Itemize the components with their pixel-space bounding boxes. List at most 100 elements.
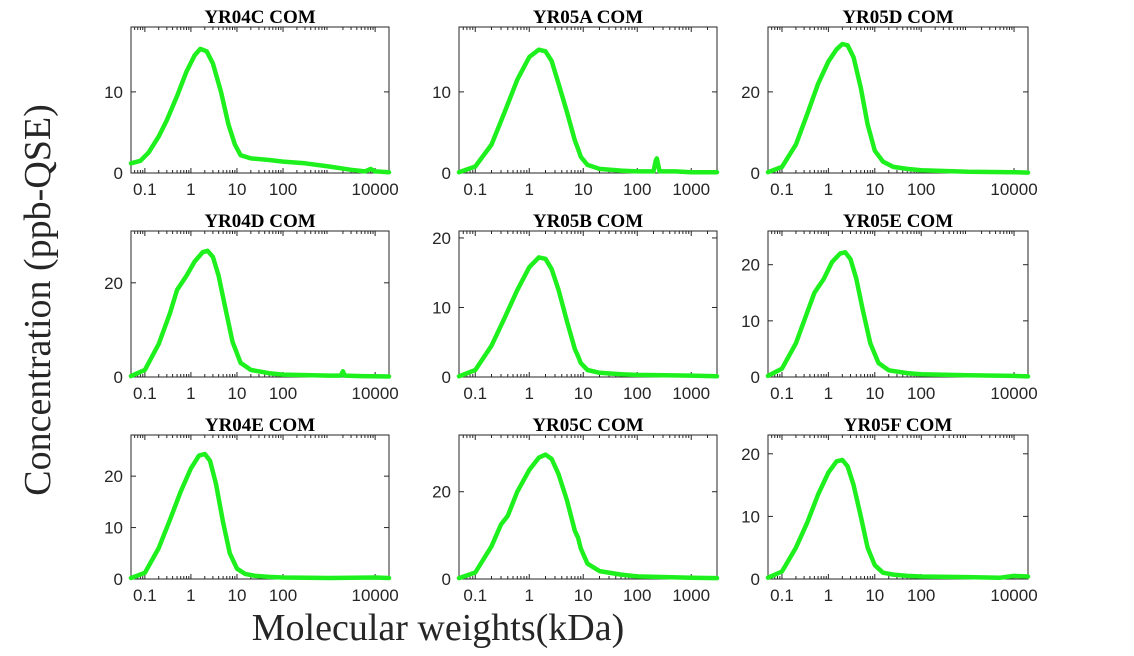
x-tick-label: 0.1 — [133, 384, 157, 403]
x-tick-label: 10000 — [990, 384, 1037, 403]
x-tick-label: 0.1 — [770, 180, 794, 199]
y-tick-label: 0 — [442, 570, 451, 589]
x-tick-label: 10 — [574, 180, 593, 199]
panel: YR05D COM 0.1 1 10 100 10000 0 20 — [741, 7, 1038, 199]
panel-title: YR04C COM — [204, 7, 315, 28]
panel: YR05F COM 0.1 1 10 100 10000 0 10 20 — [741, 415, 1038, 605]
x-tick-label: 10000 — [990, 180, 1037, 199]
x-tick-label: 0.1 — [770, 384, 794, 403]
y-tick-label: 10 — [104, 83, 123, 102]
panel: YR05E COM 0.1 1 10 100 10000 0 10 20 — [741, 211, 1038, 403]
panel: YR04C COM 0.1 1 10 100 10000 0 10 — [104, 7, 399, 199]
x-tick-label: 100 — [269, 586, 297, 605]
y-tick-label: 20 — [432, 483, 451, 502]
panel-title: YR05B COM — [533, 211, 643, 232]
x-tick-label: 10 — [865, 180, 884, 199]
x-tick-label: 100 — [907, 180, 935, 199]
series-line — [456, 452, 720, 581]
y-tick-label: 10 — [432, 83, 451, 102]
x-tick-label: 0.1 — [463, 586, 487, 605]
series-line — [128, 451, 392, 581]
y-tick-label: 10 — [104, 519, 123, 538]
x-tick-label: 1 — [186, 586, 195, 605]
x-tick-label: 1 — [824, 180, 833, 199]
axes-box — [130, 230, 390, 378]
figure-xlabel: Molecular weights(kDa) — [252, 607, 625, 649]
axes-box — [767, 230, 1029, 378]
panel: YR04D COM 0.1 1 10 100 10000 0 20 — [104, 211, 399, 403]
axes-box — [130, 434, 390, 580]
x-tick-label: 10 — [228, 180, 247, 199]
x-tick-label: 1 — [525, 586, 534, 605]
y-tick-label: 20 — [741, 256, 760, 275]
x-tick-label: 10000 — [351, 384, 398, 403]
y-tick-label: 0 — [114, 570, 123, 589]
y-tick-label: 0 — [751, 368, 760, 387]
panel-title: YR05A COM — [533, 7, 643, 28]
y-tick-label: 20 — [432, 229, 451, 248]
axes-box — [130, 26, 390, 174]
x-tick-label: 0.1 — [133, 180, 157, 199]
x-tick-label: 10 — [574, 384, 593, 403]
x-tick-label: 10000 — [990, 586, 1037, 605]
panel-title: YR05D COM — [842, 7, 953, 28]
x-tick-label: 10 — [865, 384, 884, 403]
x-tick-label: 1 — [824, 384, 833, 403]
axes-box — [767, 26, 1029, 174]
x-tick-label: 1 — [525, 180, 534, 199]
series-line — [765, 457, 1031, 580]
y-tick-label: 0 — [442, 164, 451, 183]
axes-box — [767, 434, 1029, 580]
series-line — [128, 46, 392, 175]
axes-box — [458, 26, 718, 174]
y-tick-label: 10 — [741, 507, 760, 526]
x-tick-label: 10 — [228, 384, 247, 403]
y-tick-label: 20 — [104, 467, 123, 486]
x-tick-label: 10 — [865, 586, 884, 605]
x-tick-label: 100 — [907, 586, 935, 605]
x-tick-label: 1 — [186, 384, 195, 403]
panel-title: YR05E COM — [843, 211, 953, 232]
panel-title: YR04D COM — [204, 211, 315, 232]
x-tick-label: 1 — [525, 384, 534, 403]
series-line — [765, 41, 1031, 175]
x-tick-label: 0.1 — [133, 586, 157, 605]
y-tick-label: 20 — [741, 445, 760, 464]
x-tick-label: 0.1 — [463, 180, 487, 199]
panel: YR05C COM 0.1 1 10 100 1000 0 20 — [432, 415, 720, 605]
x-tick-label: 1000 — [672, 586, 710, 605]
figure-ylabel: Concentration (ppb-QSE) — [17, 104, 59, 496]
x-tick-label: 10000 — [351, 180, 398, 199]
x-tick-label: 1000 — [672, 180, 710, 199]
panel: YR05A COM 0.1 1 10 100 1000 0 10 — [432, 7, 720, 199]
y-tick-label: 0 — [114, 368, 123, 387]
x-tick-label: 1 — [824, 586, 833, 605]
x-tick-label: 10 — [228, 586, 247, 605]
x-tick-label: 0.1 — [463, 384, 487, 403]
x-tick-label: 100 — [623, 384, 651, 403]
series-line — [765, 250, 1031, 379]
x-tick-label: 100 — [623, 180, 651, 199]
x-tick-label: 1000 — [672, 384, 710, 403]
x-tick-label: 100 — [269, 180, 297, 199]
y-tick-label: 0 — [114, 164, 123, 183]
panel-title: YR05C COM — [532, 415, 643, 436]
y-tick-label: 0 — [751, 570, 760, 589]
axes-box — [458, 434, 718, 580]
y-tick-label: 0 — [442, 368, 451, 387]
x-tick-label: 10000 — [351, 586, 398, 605]
panel: YR04E COM 0.1 1 10 100 10000 0 10 20 — [104, 415, 399, 605]
x-tick-label: 1 — [186, 180, 195, 199]
x-tick-label: 10 — [574, 586, 593, 605]
series-line — [456, 255, 720, 379]
y-tick-label: 20 — [741, 83, 760, 102]
x-tick-label: 100 — [907, 384, 935, 403]
y-tick-label: 10 — [432, 298, 451, 317]
y-tick-label: 20 — [104, 274, 123, 293]
panel: YR05B COM 0.1 1 10 100 1000 0 10 20 — [432, 211, 720, 403]
series-line — [456, 47, 720, 175]
axes-box — [458, 230, 718, 378]
series-line — [128, 248, 392, 379]
